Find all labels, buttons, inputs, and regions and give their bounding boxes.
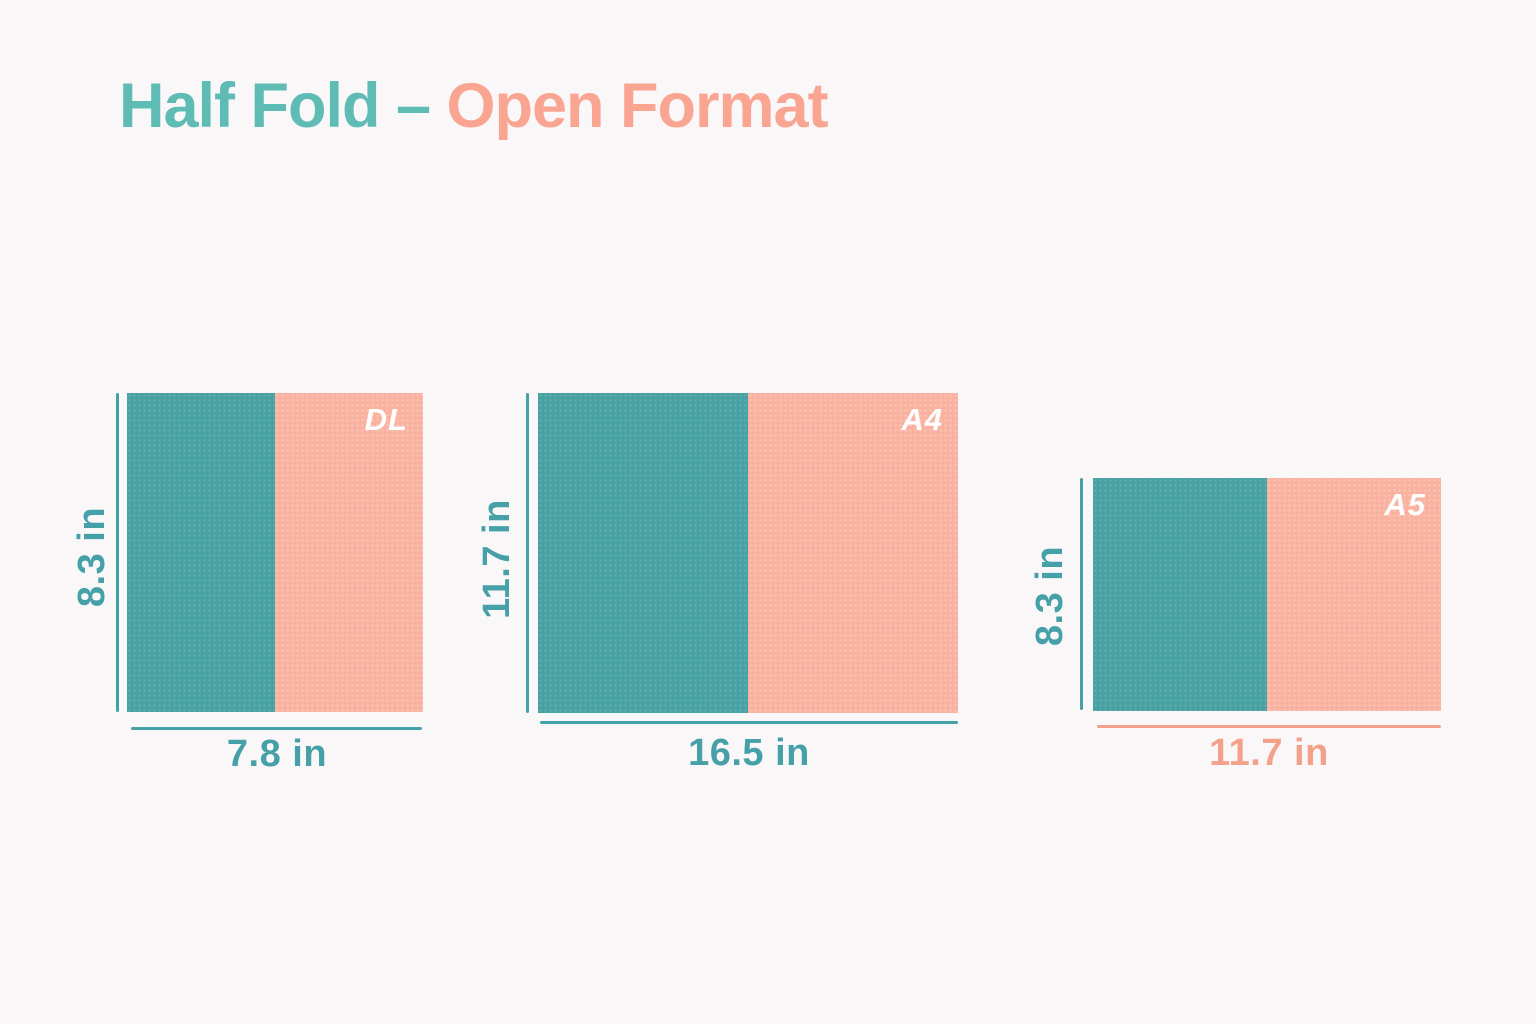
a5-height-label: 8.3 in	[1029, 545, 1071, 647]
dl-height-dimension-line	[116, 393, 119, 712]
a4-height-label: 11.7 in	[476, 499, 518, 619]
a5-height-dimension-line	[1080, 478, 1083, 710]
a4-right-fold-half	[748, 393, 958, 713]
a5-right-fold-half	[1267, 478, 1441, 711]
a5-width-dimension-line	[1097, 725, 1441, 728]
a4-left-fold-half	[538, 393, 748, 713]
a4-sheet: A4	[538, 393, 958, 713]
a5-left-fold-half	[1093, 478, 1267, 711]
dl-width-label: 7.8 in	[226, 733, 328, 775]
a5-sheet: A5	[1093, 478, 1441, 711]
title-teal-segment: Half Fold –	[119, 71, 431, 141]
dl-left-fold-half	[127, 393, 275, 712]
dl-height-label: 8.3 in	[71, 506, 113, 608]
dl-sheet: DL	[127, 393, 423, 712]
a4-width-label: 16.5 in	[688, 732, 810, 774]
a4-format-label: A4	[901, 402, 943, 437]
a5-width-label: 11.7 in	[1209, 732, 1329, 774]
page-title: Half Fold – Open Format	[119, 70, 829, 142]
a5-format-label: A5	[1384, 487, 1426, 522]
title-pink-segment: Open Format	[446, 71, 829, 141]
a4-width-dimension-line	[540, 721, 958, 724]
dl-width-dimension-line	[131, 727, 422, 730]
dl-format-label: DL	[364, 402, 408, 437]
a4-height-dimension-line	[526, 393, 529, 713]
dl-right-fold-half	[275, 393, 423, 712]
